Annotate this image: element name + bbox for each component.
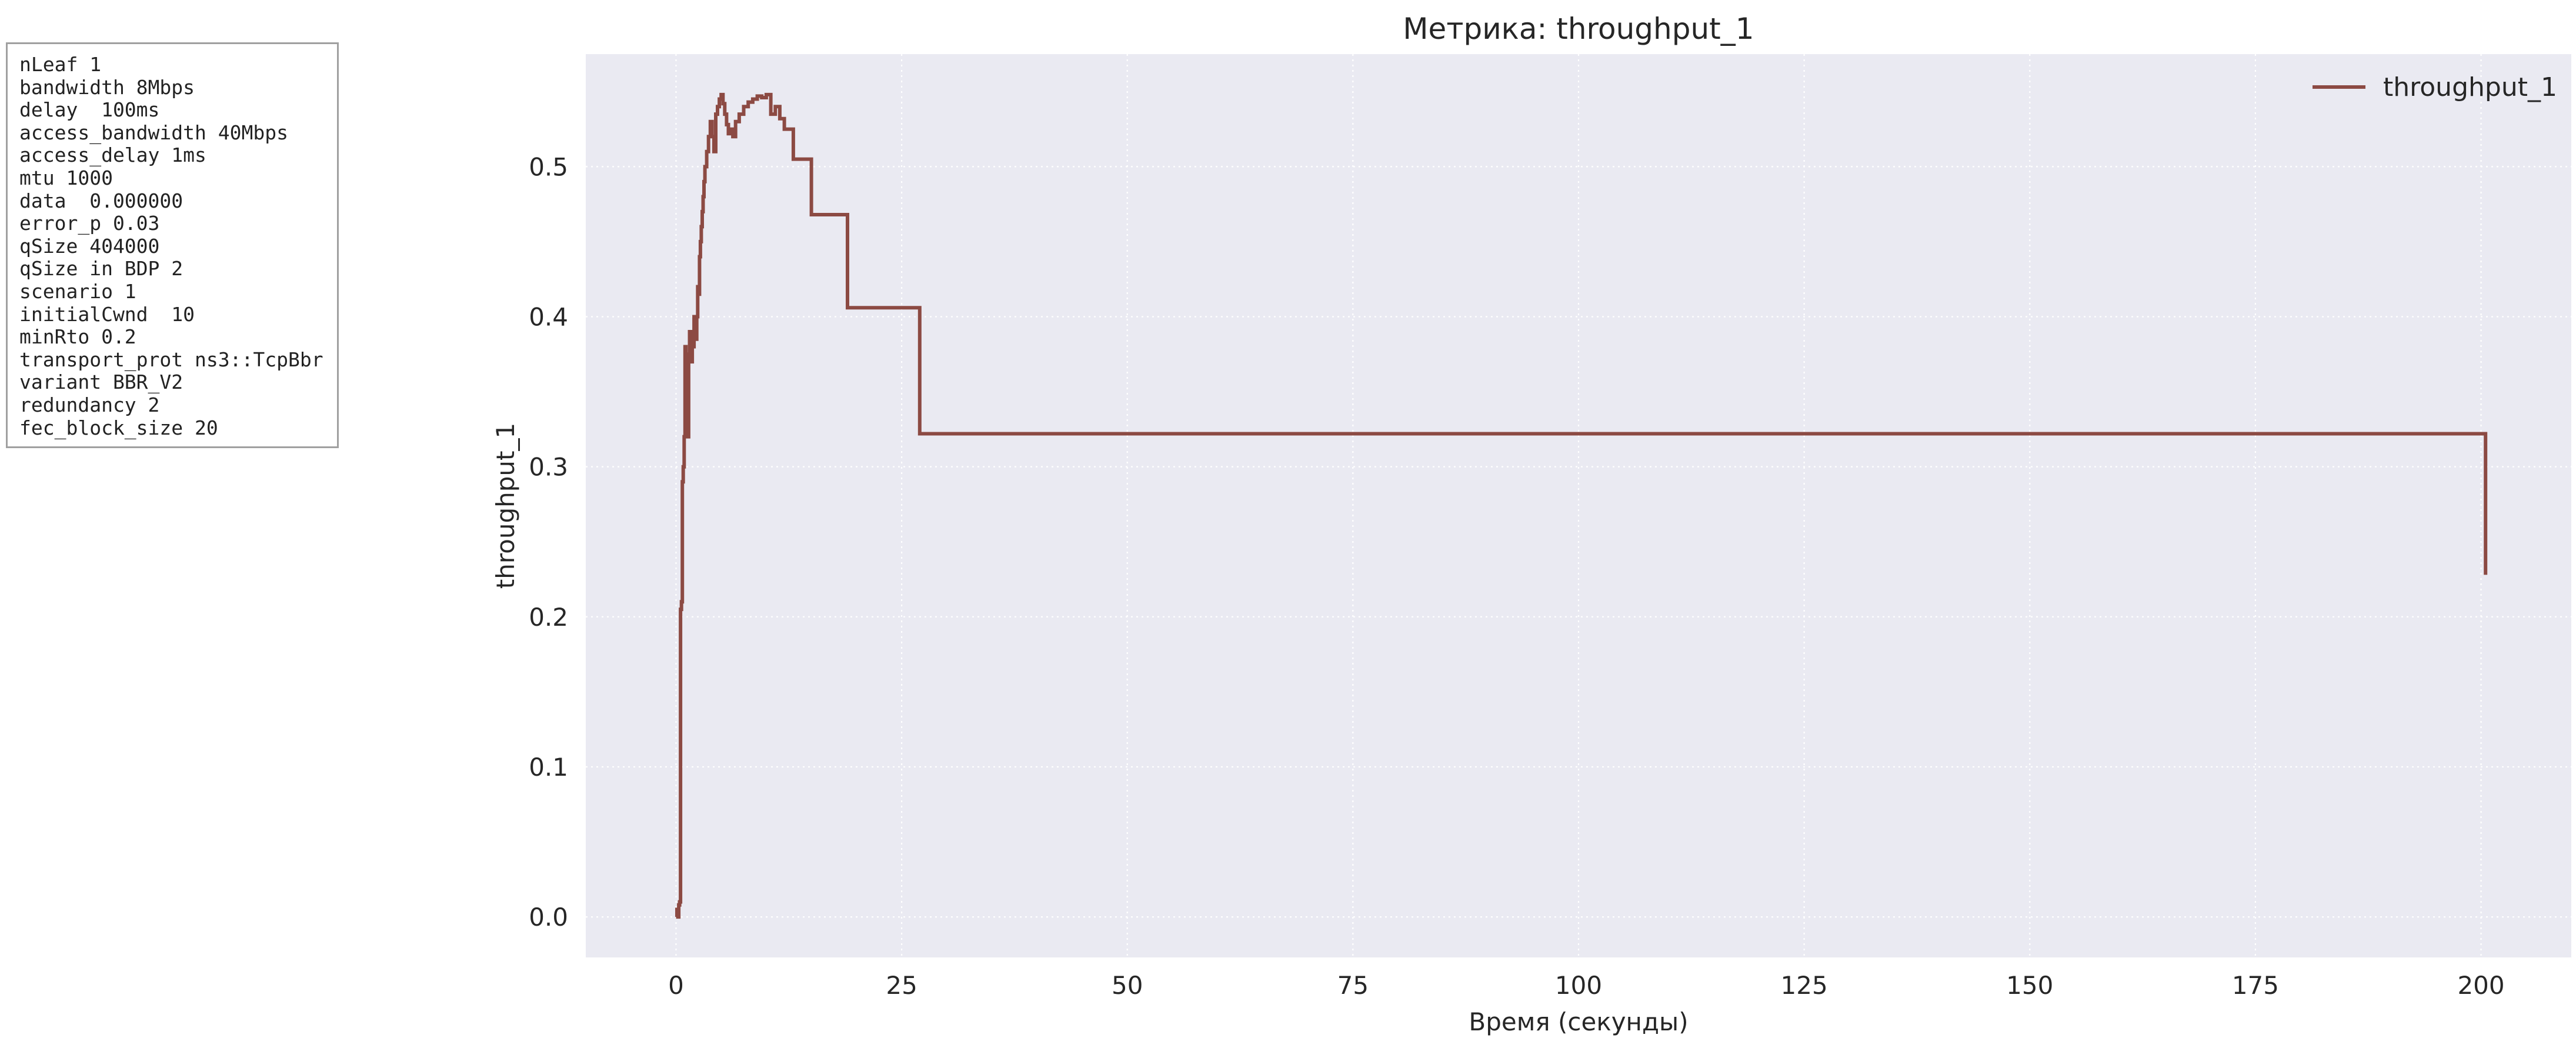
y-axis-label: throughput_1	[491, 423, 520, 589]
parameter-line: mtu 1000	[19, 166, 113, 189]
y-tick-label: 0.0	[529, 903, 568, 932]
legend: throughput_1	[2313, 72, 2557, 102]
chart-title: Метрика: throughput_1	[1403, 12, 1754, 46]
parameter-line: redundancy 2	[19, 393, 160, 416]
parameter-line: access_delay 1ms	[19, 143, 206, 167]
grid	[586, 54, 2571, 957]
parameter-line: fec_block_size 20	[19, 416, 218, 439]
y-tick-label: 0.3	[529, 453, 568, 482]
x-tick-label: 50	[1112, 971, 1143, 1000]
x-ticks: 0 25 50 75 100 125 150 175 200	[668, 971, 2505, 1000]
parameter-line: access_bandwidth 40Mbps	[19, 121, 288, 144]
y-tick-label: 0.2	[529, 603, 568, 632]
parameter-line: data 0.000000	[19, 189, 183, 212]
parameter-line: nLeaf 1	[19, 53, 102, 76]
y-ticks: 0.0 0.1 0.2 0.3 0.4 0.5	[529, 152, 568, 932]
x-tick-label: 125	[1781, 971, 1828, 1000]
parameter-line: transport_prot ns3::TcpBbr	[19, 348, 323, 371]
x-tick-label: 25	[886, 971, 917, 1000]
series-layer	[675, 92, 2488, 919]
x-tick-label: 200	[2457, 971, 2504, 1000]
parameter-line: qSize in BDP 2	[19, 257, 183, 281]
parameters-box: nLeaf 1 bandwidth 8Mbps delay 100ms access_…	[6, 42, 339, 448]
parameter-line: initialCwnd 10	[19, 302, 195, 326]
x-tick-label: 100	[1555, 971, 1602, 1000]
parameter-line: qSize 404000	[19, 234, 160, 258]
x-tick-label: 150	[2006, 971, 2053, 1000]
parameter-line: error_p 0.03	[19, 212, 160, 235]
parameter-line: delay 100ms	[19, 98, 160, 122]
parameter-line: variant BBR_V2	[19, 371, 183, 394]
y-tick-label: 0.1	[529, 753, 568, 782]
y-tick-label: 0.4	[529, 303, 568, 332]
x-tick-label: 175	[2232, 971, 2279, 1000]
x-axis-label: Время (секунды)	[1469, 1007, 1688, 1036]
parameter-line: minRto 0.2	[19, 325, 136, 349]
legend-label: throughput_1	[2383, 72, 2557, 102]
parameter-line: bandwidth 8Mbps	[19, 75, 195, 99]
series-line	[675, 92, 2488, 919]
parameter-line: scenario 1	[19, 279, 136, 303]
x-tick-label: 0	[668, 971, 684, 1000]
y-tick-label: 0.5	[529, 152, 568, 181]
x-tick-label: 75	[1337, 971, 1369, 1000]
